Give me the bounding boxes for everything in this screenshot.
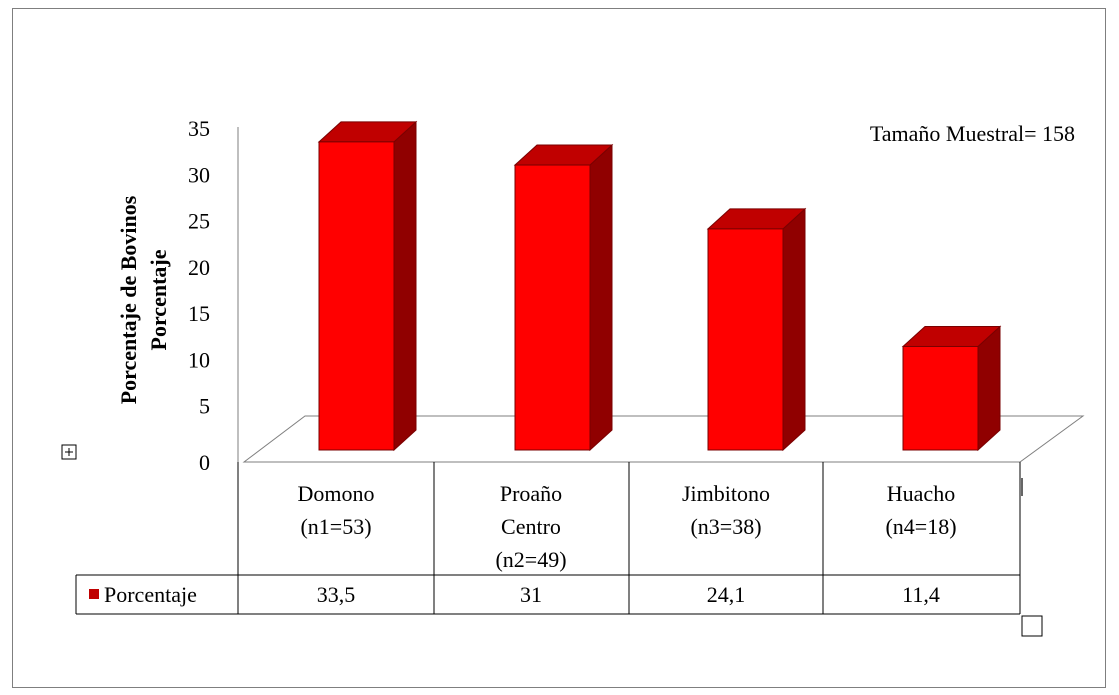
sample-size-annotation: Tamaño Muestral= 158: [870, 121, 1075, 146]
category-label-line: (n3=38): [690, 514, 761, 539]
y-tick-label: 0: [199, 450, 210, 475]
data-table-value: 11,4: [902, 582, 940, 607]
bar-4: [901, 325, 1002, 452]
bar-side: [782, 207, 806, 452]
bar-1: [317, 120, 418, 452]
bar-side: [977, 325, 1001, 452]
category-label-1: Domono (n1=53): [298, 481, 375, 539]
bar-front: [514, 164, 591, 451]
category-label-2: Proaño Centro (n2=49): [495, 481, 566, 572]
y-tick-label: 15: [188, 301, 210, 326]
bar-side: [393, 120, 417, 452]
chart-floor: [242, 415, 1085, 463]
category-label-line: Jimbitono: [682, 481, 770, 506]
y-tick-label: 25: [188, 209, 210, 234]
category-label-line: (n4=18): [885, 514, 956, 539]
y-tick-label: 10: [188, 347, 210, 372]
move-handle-icon[interactable]: [61, 444, 77, 460]
y-tick-label: 5: [199, 394, 210, 419]
bar-2: [513, 143, 614, 452]
data-table-value: 24,1: [707, 582, 746, 607]
category-label-3: Jimbitono (n3=38): [682, 481, 770, 539]
data-table-value: 33,5: [317, 582, 356, 607]
y-axis-title-line2: Porcentaje: [146, 249, 171, 350]
category-label-line: (n2=49): [495, 547, 566, 572]
category-label-line: Proaño: [500, 481, 562, 506]
category-label-4: Huacho (n4=18): [885, 481, 956, 539]
legend-swatch: [89, 589, 99, 599]
bar-front: [318, 141, 395, 451]
bar-side: [589, 143, 613, 452]
y-axis-title-line1: Porcentaje de Bovinos: [116, 195, 141, 404]
data-table-grid: [75, 462, 1021, 615]
bar-3: [706, 207, 807, 452]
category-label-line: Centro: [501, 514, 561, 539]
y-tick-label: 35: [188, 116, 210, 141]
category-label-line: (n1=53): [300, 514, 371, 539]
y-tick-label: 30: [188, 162, 210, 187]
data-table-value: 31: [520, 582, 542, 607]
category-label-line: Huacho: [887, 481, 955, 506]
category-label-line: Domono: [298, 481, 375, 506]
legend-label: Porcentaje: [104, 582, 197, 607]
resize-handle-icon[interactable]: [1021, 615, 1043, 637]
bar-front: [707, 228, 784, 451]
y-tick-label: 20: [188, 255, 210, 280]
bar-front: [902, 345, 979, 451]
